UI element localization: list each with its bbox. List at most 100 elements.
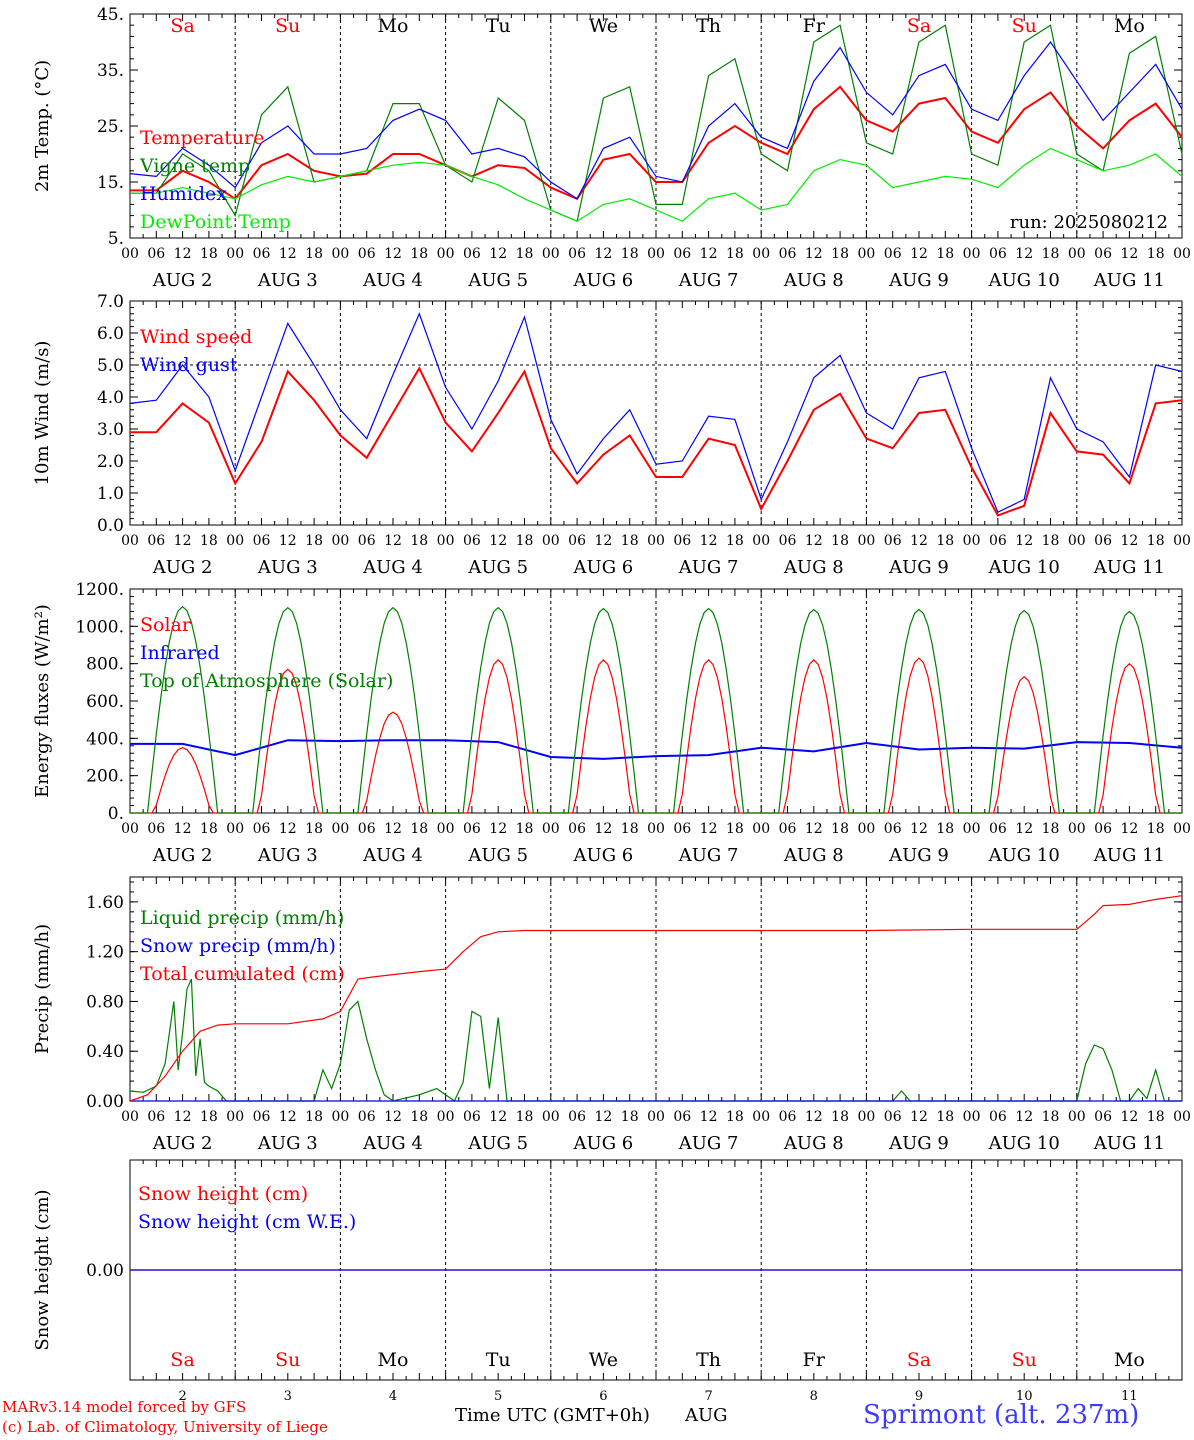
legend-wind-speed: Wind speed — [140, 326, 252, 348]
hour-label: 06 — [253, 533, 271, 549]
weekday-label: Su — [1012, 1349, 1037, 1371]
hour-label: 18 — [726, 1109, 744, 1125]
legend-snow-precip-mm-h-: Snow precip (mm/h) — [140, 935, 336, 957]
hour-label: 00 — [121, 821, 139, 837]
hour-label: 00 — [647, 533, 665, 549]
hour-label: 00 — [752, 1109, 770, 1125]
hour-label: 06 — [463, 821, 481, 837]
hour-label: 00 — [647, 246, 665, 262]
hour-label: 18 — [726, 821, 744, 837]
date-label: AUG 8 — [783, 1133, 844, 1154]
weekday-label: Mo — [1114, 1349, 1145, 1371]
hour-label: 00 — [963, 533, 981, 549]
date-label: AUG 5 — [467, 845, 528, 866]
hour-label: 06 — [463, 246, 481, 262]
hour-label: 12 — [384, 821, 402, 837]
date-label: AUG 3 — [257, 845, 318, 866]
y-tick-label: 0.00 — [86, 1261, 124, 1281]
hour-label: 12 — [805, 246, 823, 262]
hour-label: 06 — [779, 246, 797, 262]
hour-label: 18 — [1042, 246, 1060, 262]
date-label: AUG 3 — [257, 270, 318, 291]
weekday-label: Mo — [378, 15, 409, 37]
hour-label: 18 — [516, 246, 534, 262]
weekday-label: Tu — [486, 15, 511, 37]
hour-label: 06 — [253, 1109, 271, 1125]
hour-label: 12 — [384, 246, 402, 262]
hour-label: 12 — [700, 1109, 718, 1125]
hour-label: 06 — [989, 1109, 1007, 1125]
hour-label: 12 — [594, 533, 612, 549]
panel-2 — [129, 300, 1183, 526]
hour-label: 00 — [647, 821, 665, 837]
date-label: AUG 7 — [678, 1133, 739, 1154]
date-label: AUG 3 — [257, 557, 318, 578]
hour-label: 00 — [1068, 246, 1086, 262]
hour-label: 18 — [305, 1109, 323, 1125]
hour-label: 06 — [147, 533, 165, 549]
hour-label: 18 — [305, 246, 323, 262]
plot-frame — [129, 588, 1183, 814]
date-label: AUG 10 — [988, 557, 1060, 578]
weekday-label: Su — [275, 15, 300, 37]
hour-label: 00 — [752, 246, 770, 262]
legend-snow-height-cm-: Snow height (cm) — [138, 1183, 308, 1205]
hour-label: 12 — [805, 821, 823, 837]
hour-label: 18 — [936, 1109, 954, 1125]
date-label: AUG 4 — [362, 845, 423, 866]
hour-label: 06 — [673, 246, 691, 262]
series-liquid-precip-mm-h- — [129, 978, 1182, 1102]
hour-label: 12 — [805, 533, 823, 549]
hour-label: 00 — [542, 821, 560, 837]
hour-label: 00 — [331, 246, 349, 262]
hour-label: 18 — [621, 246, 639, 262]
hour-label: 18 — [516, 533, 534, 549]
xaxis-title: Time UTC (GMT+0h) — [455, 1405, 650, 1426]
legend-temperature: Temperature — [140, 127, 264, 149]
hour-label: 00 — [1068, 821, 1086, 837]
hour-label: 12 — [279, 533, 297, 549]
hour-label: 06 — [358, 533, 376, 549]
date-label: AUG 9 — [888, 270, 949, 291]
hour-label: 06 — [884, 246, 902, 262]
y-tick-label: 0.00 — [86, 1092, 124, 1112]
y-tick-label: 6.0 — [97, 324, 124, 344]
hour-label: 12 — [174, 1109, 192, 1125]
hour-label: 18 — [1147, 821, 1165, 837]
hour-label: 18 — [200, 1109, 218, 1125]
day-number: 4 — [389, 1389, 397, 1404]
hour-label: 18 — [516, 1109, 534, 1125]
series-wind-speed — [130, 366, 1183, 517]
y-tick-label: 35. — [97, 61, 124, 81]
hour-label: 18 — [831, 246, 849, 262]
hour-label: 06 — [884, 821, 902, 837]
hour-label: 12 — [489, 246, 507, 262]
y-tick-label: 0.40 — [86, 1042, 124, 1062]
series-infrared — [130, 739, 1183, 760]
hour-label: 18 — [936, 821, 954, 837]
hour-label: 12 — [489, 1109, 507, 1125]
day-number: 2 — [178, 1389, 186, 1404]
panel-1 — [129, 13, 1183, 239]
weekday-label: Sa — [907, 15, 931, 37]
hour-label: 00 — [857, 1109, 875, 1125]
y-tick-label: 25. — [97, 117, 124, 137]
hour-label: 18 — [305, 533, 323, 549]
hour-label: 06 — [147, 1109, 165, 1125]
hour-label: 00 — [121, 533, 139, 549]
hour-label: 00 — [437, 1109, 455, 1125]
date-label: AUG 5 — [467, 270, 528, 291]
date-label: AUG 6 — [573, 845, 634, 866]
y-tick-label: 600. — [86, 692, 124, 712]
hour-label: 18 — [1042, 533, 1060, 549]
hour-label: 18 — [621, 533, 639, 549]
y-tick-label: 3.0 — [97, 420, 124, 440]
date-label: AUG 2 — [152, 1133, 213, 1154]
hour-label: 18 — [1042, 821, 1060, 837]
y-tick-label: 5. — [108, 229, 124, 249]
hour-label: 06 — [568, 533, 586, 549]
hour-label: 06 — [673, 533, 691, 549]
hour-label: 18 — [410, 533, 428, 549]
hour-label: 18 — [1042, 1109, 1060, 1125]
